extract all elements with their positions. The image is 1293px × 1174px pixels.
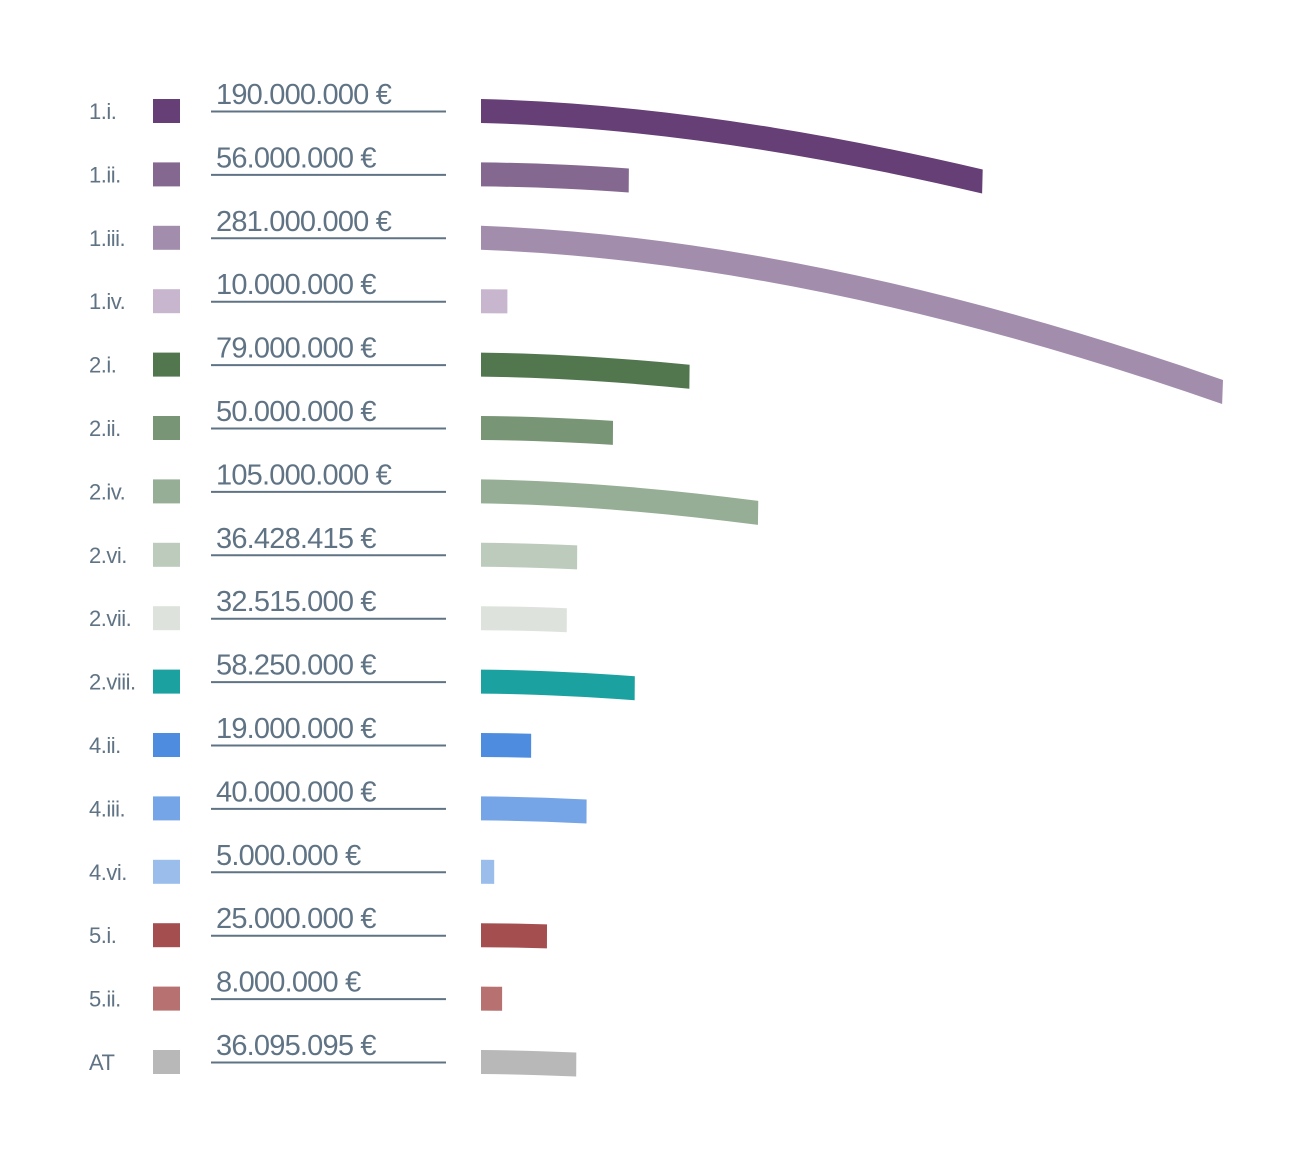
chart-row: 4.vi. 5.000.000 €: [89, 840, 495, 885]
category-label: 5.ii.: [89, 987, 121, 1012]
legend-swatch: [153, 162, 180, 187]
bar-arc: [481, 225, 1223, 404]
bar-arc: [481, 352, 690, 389]
chart-row: 2.iv. 105.000.000 €: [89, 459, 759, 525]
bar-arc: [481, 162, 629, 193]
value-label: 281.000.000 €: [216, 206, 392, 238]
value-label: 50.000.000 €: [216, 396, 376, 428]
value-label: 56.000.000 €: [216, 142, 376, 174]
chart-row: 5.ii. 8.000.000 €: [89, 967, 503, 1012]
legend-swatch: [153, 923, 180, 948]
value-label: 32.515.000 €: [216, 586, 376, 618]
legend-swatch: [153, 796, 180, 821]
chart-row: 2.vi. 36.428.415 €: [89, 523, 578, 570]
bar-arc: [481, 289, 508, 314]
legend-swatch: [153, 606, 180, 631]
legend-swatch: [153, 542, 180, 567]
chart-row: 2.i. 79.000.000 €: [89, 333, 690, 389]
value-label: 79.000.000 €: [216, 333, 376, 365]
legend-swatch: [153, 289, 180, 314]
category-label: 1.iii.: [89, 226, 125, 251]
legend-swatch: [153, 479, 180, 504]
value-label: 10.000.000 €: [216, 269, 376, 301]
bar-arc: [481, 1050, 577, 1077]
chart-row: 2.vii. 32.515.000 €: [89, 586, 567, 633]
value-label: 105.000.000 €: [216, 459, 392, 491]
bar-arc: [481, 99, 983, 194]
chart-row: 2.viii. 58.250.000 €: [89, 650, 635, 701]
chart-row: AT 36.095.095 €: [89, 1030, 577, 1077]
chart-row: 1.ii. 56.000.000 €: [89, 142, 629, 193]
legend-swatch: [153, 859, 180, 884]
chart-row: 2.ii. 50.000.000 €: [89, 396, 614, 445]
legend-swatch: [153, 669, 180, 694]
value-label: 25.000.000 €: [216, 903, 376, 935]
category-label: 1.ii.: [89, 162, 121, 187]
chart-row: 1.iv. 10.000.000 €: [89, 269, 508, 314]
bar-arc: [481, 542, 578, 570]
value-label: 8.000.000 €: [216, 967, 361, 999]
category-label: 2.ii.: [89, 416, 121, 441]
value-label: 36.095.095 €: [216, 1030, 376, 1062]
value-label: 5.000.000 €: [216, 840, 361, 872]
chart-row: 4.iii. 40.000.000 €: [89, 776, 587, 824]
legend-swatch: [153, 1050, 180, 1074]
legend-swatch: [153, 225, 180, 250]
value-label: 40.000.000 €: [216, 776, 376, 808]
bar-arc: [481, 859, 495, 884]
bar-arc: [481, 669, 635, 701]
category-label: 4.vi.: [89, 860, 127, 885]
category-label: 4.iii.: [89, 796, 125, 821]
category-label: 1.iv.: [89, 289, 125, 314]
bar-arc: [481, 606, 567, 633]
value-label: 190.000.000 €: [216, 79, 392, 111]
category-label: 2.i.: [89, 353, 116, 378]
legend-swatch: [153, 416, 180, 440]
legend-swatch: [153, 352, 180, 377]
bar-arc: [481, 986, 503, 1011]
chart-row: 1.iii. 281.000.000 €: [89, 206, 1223, 404]
legend-swatch: [153, 986, 180, 1011]
legend-swatch: [153, 99, 180, 123]
bar-arc: [481, 796, 587, 824]
bar-arc: [481, 479, 759, 525]
category-label: 2.vi.: [89, 543, 127, 568]
chart-row: 4.ii. 19.000.000 €: [89, 713, 532, 758]
value-label: 36.428.415 €: [216, 523, 376, 555]
category-label: 1.i.: [89, 99, 116, 124]
value-label: 19.000.000 €: [216, 713, 376, 745]
bar-arc: [481, 733, 532, 758]
category-label: 4.ii.: [89, 733, 121, 758]
bar-arc: [481, 416, 614, 445]
category-label: 2.vii.: [89, 606, 131, 631]
chart-row: 1.i. 190.000.000 €: [89, 79, 983, 194]
chart-rows: 1.i. 190.000.000 € 1.ii. 56.000.000 € 1.iii.…: [89, 79, 1223, 1077]
value-label: 58.250.000 €: [216, 650, 376, 682]
bar-arc: [481, 923, 548, 949]
chart-row: 5.i. 25.000.000 €: [89, 903, 548, 949]
category-label: 2.viii.: [89, 670, 136, 695]
category-label: 5.i.: [89, 923, 116, 948]
category-label: AT: [89, 1050, 115, 1075]
category-label: 2.iv.: [89, 479, 125, 504]
legend-swatch: [153, 733, 180, 757]
